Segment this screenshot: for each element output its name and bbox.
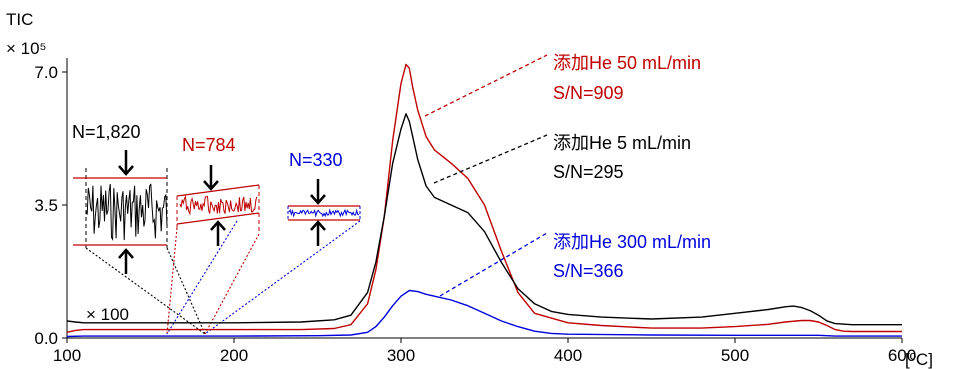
inset-red-upper-bound	[176, 184, 260, 197]
legend-red-name: 添加He 50 mL/min	[553, 53, 701, 73]
legend-black-sn: S/N=295	[553, 162, 624, 182]
series-callouts	[424, 54, 548, 297]
magnification-label: × 100	[86, 305, 129, 324]
noise-label-red: N=784	[182, 135, 236, 155]
inset-red-lower-bound	[176, 212, 260, 225]
inset-black-arrow-down	[118, 150, 134, 176]
legend-blue-name: 添加He 300 mL/min	[553, 232, 711, 252]
series-lines	[66, 63, 902, 338]
inset-red-arrow-down	[203, 165, 219, 191]
zoom-line-black-left	[85, 247, 206, 335]
y-tick-label-3.5: 3.5	[34, 196, 58, 215]
callout-he-5	[433, 134, 548, 184]
zoom-line-red-right	[204, 233, 260, 335]
inset-blue-noise	[288, 208, 360, 218]
callout-he-300	[439, 232, 548, 297]
inset-blue-arrow-up	[310, 220, 326, 246]
x-tick-label-500: 500	[721, 346, 749, 365]
series-line-he-300	[66, 289, 902, 338]
x-tick-label-100: 100	[53, 346, 81, 365]
zoom-line-blue-right	[204, 220, 361, 335]
inset-red-arrow-up	[210, 220, 226, 246]
inset-blue-arrow-down	[310, 179, 326, 205]
inset-black-noise	[85, 183, 168, 241]
zoom-line-blue-left	[166, 220, 238, 335]
legend-black-name: 添加He 5 mL/min	[553, 133, 691, 153]
y-tick-label-0: 0.0	[34, 329, 58, 348]
x-tick-label-300: 300	[387, 346, 415, 365]
y-axis-unit: × 10⁵	[6, 39, 47, 58]
y-tick-label-7: 7.0	[34, 63, 58, 82]
noise-label-blue: N=330	[289, 150, 343, 170]
inset-red-noise	[179, 194, 258, 216]
noise-insets	[73, 150, 361, 335]
inset-black-arrow-up	[118, 248, 134, 274]
series-line-he-5	[66, 113, 902, 326]
x-tick-label-400: 400	[554, 346, 582, 365]
y-axis-label: TIC	[6, 10, 33, 29]
x-tick-label-200: 200	[220, 346, 248, 365]
callout-he-50	[424, 54, 548, 117]
zoom-line-black-right	[166, 247, 206, 335]
axis-ticks: 100 200 300 400 500 600 0.0 3.5 7.0	[34, 63, 916, 365]
x-tick-label-600: 600	[888, 346, 916, 365]
x-axis-unit: [ºC]	[905, 350, 933, 369]
legend-blue-sn: S/N=366	[553, 261, 624, 281]
zoom-line-red-left	[166, 227, 178, 335]
series-line-he-50	[66, 63, 902, 333]
legend-red-sn: S/N=909	[553, 83, 624, 103]
noise-label-black: N=1,820	[72, 122, 141, 142]
